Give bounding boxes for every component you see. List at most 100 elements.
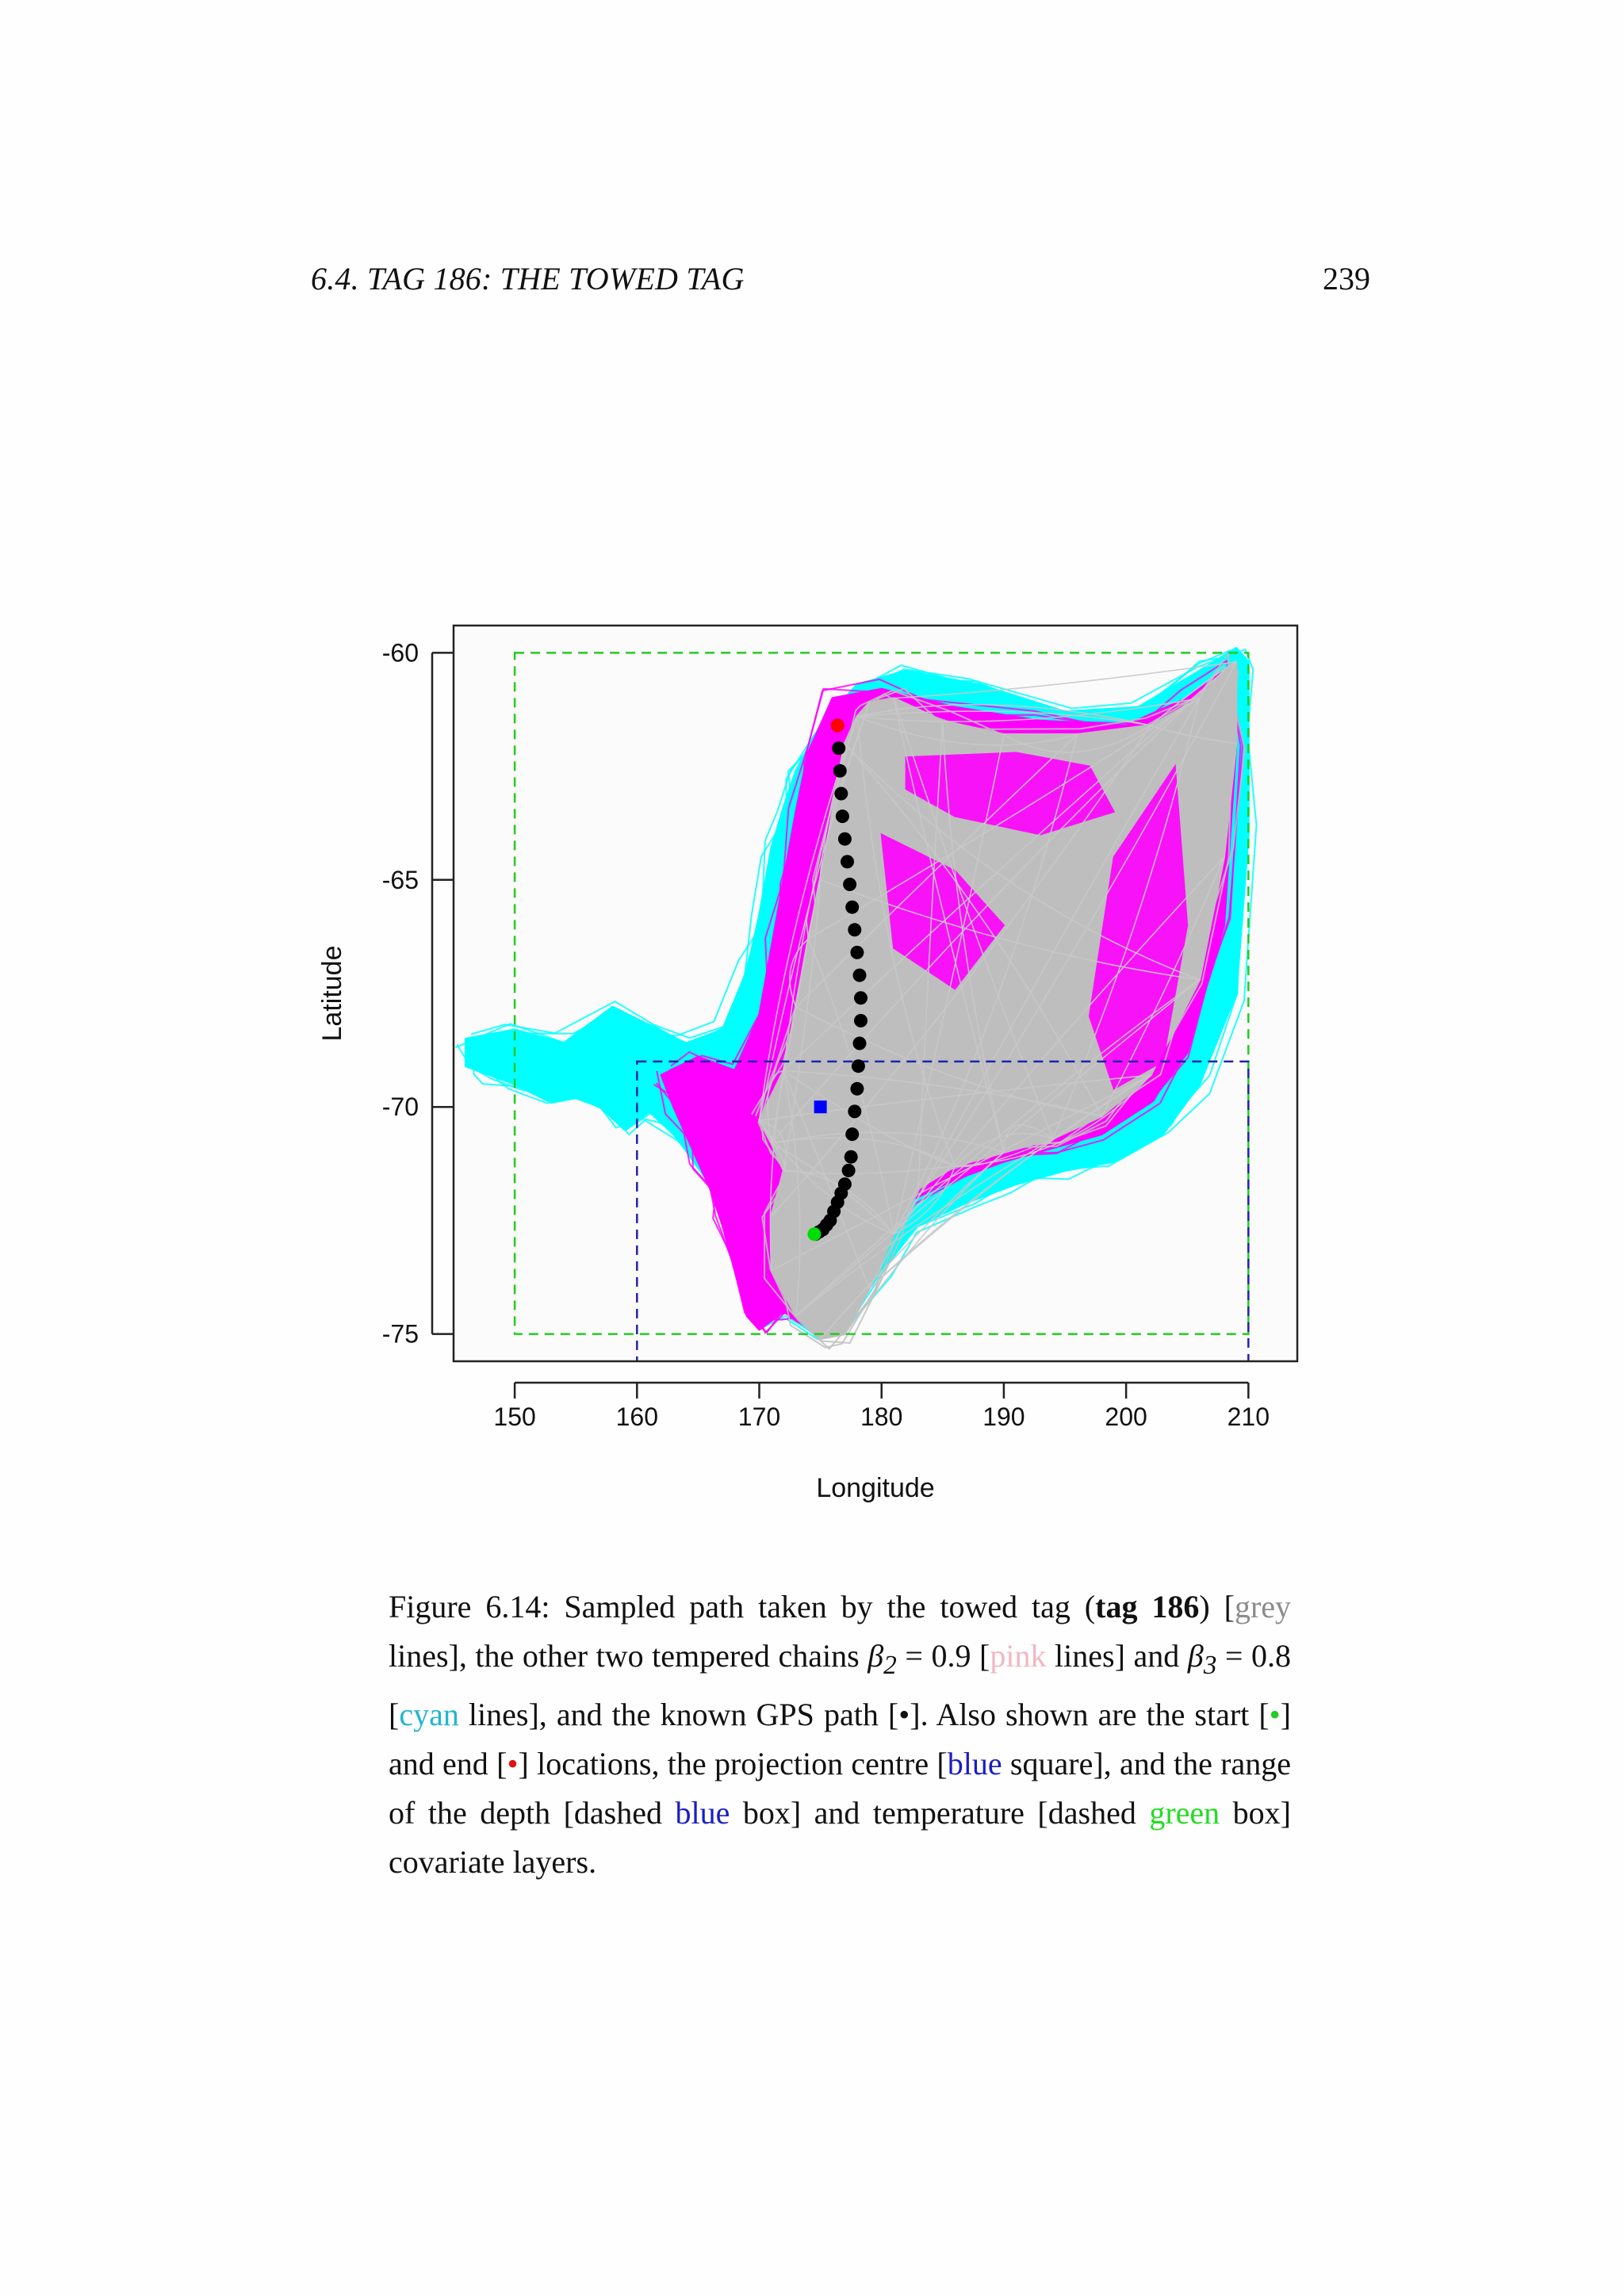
series-line-0	[455, 648, 1254, 1339]
grey-path-line	[844, 743, 1200, 981]
caption-blue-word: blue	[947, 1746, 1002, 1781]
figure-caption: Figure 6.14: Sampled path taken by the t…	[389, 1582, 1291, 1887]
caption-red-dot: •	[507, 1746, 519, 1781]
series-line-1	[655, 679, 1242, 1326]
caption-fig-label: Figure 6.14:	[389, 1589, 550, 1624]
y-axis-label: Latitude	[317, 946, 347, 1042]
caption-text: box] covariate layers.	[389, 1795, 1291, 1880]
grey-path-line	[1051, 698, 1201, 1139]
grey-path-line	[893, 698, 1054, 1139]
grey-path-line	[1003, 725, 1151, 753]
caption-beta3: β3	[1187, 1638, 1217, 1680]
grey-path-line	[783, 1070, 956, 1167]
projection-centre-marker	[814, 1100, 827, 1114]
grey-path-line	[767, 1070, 784, 1144]
y-tick-label: -75	[382, 1320, 419, 1349]
grey-path-line	[783, 670, 1225, 1071]
caption-text: lines], the other two tempered chains	[389, 1638, 868, 1674]
x-axis-label: Longitude	[816, 1473, 934, 1503]
grey-path-line	[955, 1074, 1151, 1167]
gps-point	[841, 1163, 856, 1177]
plot-frame	[452, 624, 1299, 1363]
caption-text: [	[971, 1638, 990, 1674]
gps-point	[845, 1127, 860, 1142]
gps-point	[854, 991, 868, 1005]
caption-text: square], and the range of the depth [das…	[389, 1746, 1291, 1831]
gps-point	[851, 1059, 865, 1073]
grey-path-line	[1150, 725, 1237, 744]
grey-path-line	[807, 938, 894, 1234]
grey-path-line	[856, 703, 1151, 726]
caption-green-word: green	[1149, 1795, 1220, 1831]
caption-beta2-value: = 0.9	[896, 1638, 971, 1674]
gps-point	[834, 786, 848, 801]
grey-path-line	[893, 698, 1005, 1153]
x-tick-label: 180	[860, 1402, 902, 1431]
grey-path-line	[942, 721, 1005, 1153]
gps-point	[841, 855, 854, 869]
gps-point	[850, 1081, 864, 1096]
grey-path-line	[954, 1133, 1053, 1167]
gps-point	[832, 741, 846, 756]
grey-path-line	[893, 661, 1237, 1235]
grey-path-line	[758, 1119, 894, 1235]
grey-path-line	[894, 661, 1237, 699]
gps-point	[844, 1150, 858, 1164]
grey-path-line	[758, 702, 871, 1121]
caption-text: ] and end [	[389, 1697, 1291, 1781]
gps-point	[848, 1104, 862, 1119]
gps-point	[843, 878, 857, 891]
caption-beta2: β2	[868, 1638, 897, 1680]
grey-path-line	[820, 879, 1200, 981]
grey-path-line	[806, 918, 809, 939]
figure-6-14-plot: 150 160 170 180 190 200 210 -60 -65 -70 -75 Longit…	[317, 624, 1299, 1503]
grey-path-line	[769, 1070, 785, 1271]
temperature-box	[513, 652, 1250, 1335]
gps-point	[852, 968, 867, 982]
running-head: 6.4. TAG 186: THE TOWED TAG	[311, 261, 745, 297]
grey-path-line	[807, 929, 814, 939]
grey-path-line	[795, 979, 1201, 1317]
gps-point	[850, 945, 864, 959]
grey-path-line	[771, 670, 1225, 1144]
grey-path-line	[1003, 1124, 1054, 1153]
grey-path-line	[893, 734, 1078, 1234]
grey-path-line	[856, 716, 956, 1166]
caption-cyan-word: cyan	[399, 1697, 459, 1732]
caption-pink-word: pink	[990, 1638, 1047, 1674]
grey-path-line	[795, 733, 1078, 1008]
depth-box	[636, 1060, 1250, 1361]
grey-path-line	[893, 1165, 956, 1235]
x-tick-label: 170	[738, 1402, 780, 1431]
grey-path-line	[783, 879, 822, 1171]
caption-blue-word: blue	[675, 1795, 730, 1831]
gps-point	[852, 1036, 867, 1050]
gps-point	[835, 809, 849, 824]
caption-text: ]. Also shown are the start [	[910, 1697, 1270, 1732]
y-tick-label: -60	[382, 638, 419, 667]
x-tick-label: 200	[1105, 1402, 1147, 1431]
grey-path-line	[844, 743, 1103, 1117]
grey-path-line	[771, 1074, 1151, 1272]
y-tick-label: -65	[382, 866, 419, 894]
caption-text: [	[389, 1697, 400, 1732]
grey-path-line	[893, 734, 1005, 1234]
caption-text: Sampled path taken by the towed tag (	[550, 1589, 1096, 1624]
caption-bold-tag: tag 186	[1095, 1589, 1200, 1624]
grey-path-line	[955, 1138, 1053, 1168]
series-line-1	[653, 660, 1244, 1334]
caption-text: ) [	[1199, 1589, 1235, 1624]
gps-point	[845, 900, 860, 914]
caption-black-dot: •	[898, 1697, 910, 1732]
gps-point	[837, 832, 852, 846]
grey-path-line	[856, 710, 1151, 726]
caption-text: lines] and	[1046, 1638, 1188, 1674]
grey-path-line	[759, 1074, 1151, 1122]
grey-path-line	[893, 856, 1225, 1235]
caption-text: lines], and the known GPS path [	[458, 1697, 899, 1732]
grey-path-line	[783, 1070, 801, 1316]
gps-point	[854, 1013, 868, 1027]
grey-path-line	[856, 715, 1078, 746]
gps-point	[848, 923, 862, 937]
grey-path-line	[856, 697, 1200, 723]
